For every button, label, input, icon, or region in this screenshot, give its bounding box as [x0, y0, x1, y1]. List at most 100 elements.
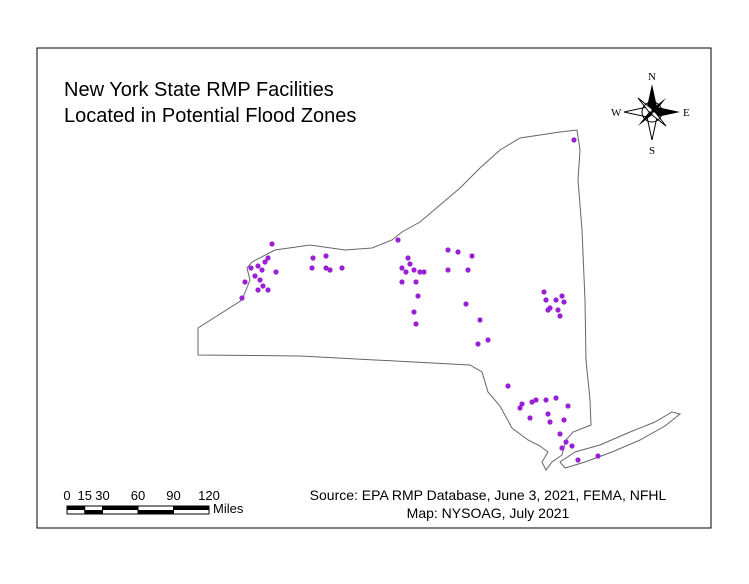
facility-point [533, 397, 539, 403]
scale-segment [138, 510, 174, 514]
facility-point [309, 265, 315, 271]
facility-point [265, 287, 271, 293]
facility-point [399, 279, 405, 285]
facility-point [519, 401, 525, 407]
facility-point [569, 443, 575, 449]
scale-label: 120 [198, 488, 220, 503]
facility-point [257, 277, 263, 283]
facility-point [413, 321, 419, 327]
facility-point [310, 255, 316, 261]
facility-point [561, 299, 567, 305]
scale-label: 0 [63, 488, 70, 503]
scale-segment [173, 510, 209, 514]
facility-point [327, 267, 333, 273]
facility-point [545, 307, 551, 313]
facility-point [559, 445, 565, 451]
facility-point [527, 415, 533, 421]
facility-point [265, 255, 271, 261]
facility-point [445, 267, 451, 273]
facility-point [545, 411, 551, 417]
facility-point [417, 269, 423, 275]
facility-point [413, 279, 419, 285]
source-note: Source: EPA RMP Database, June 3, 2021, … [310, 487, 667, 503]
compass-north: N [648, 71, 656, 83]
facility-point [477, 317, 483, 323]
facility-point [541, 289, 547, 295]
facility-point [571, 137, 577, 143]
facility-point [561, 417, 567, 423]
compass-east: E [683, 107, 690, 119]
facility-point [399, 265, 405, 271]
facility-point [485, 337, 491, 343]
facility-point [323, 253, 329, 259]
facility-point [563, 439, 569, 445]
scale-label: 60 [131, 488, 145, 503]
scale-outline [66, 505, 210, 515]
facility-point [517, 405, 523, 411]
facility-point [557, 313, 563, 319]
facility-point [260, 283, 266, 289]
scale-segment [173, 506, 209, 510]
scale-segment [67, 506, 85, 510]
scale-label: 30 [95, 488, 109, 503]
facility-point [403, 269, 409, 275]
facility-point [255, 263, 261, 269]
facility-point [469, 253, 475, 259]
facility-point [242, 279, 248, 285]
scale-segment [138, 506, 174, 510]
compass-rose: N S E W [611, 71, 690, 157]
facility-point [553, 297, 559, 303]
long-island [559, 411, 682, 469]
facility-point [565, 403, 571, 409]
facility-point [557, 431, 563, 437]
facility-point [575, 457, 581, 463]
facility-point [555, 307, 561, 313]
facility-point [252, 273, 258, 279]
scale-unit: Miles [213, 501, 244, 516]
scale-segment [84, 510, 103, 514]
facility-point [547, 419, 553, 425]
facility-point [559, 293, 565, 299]
facility-point [463, 301, 469, 307]
source-note: Map: NYSOAG, July 2021 [407, 505, 570, 521]
map-title: New York State RMP Facilities [64, 79, 334, 101]
facility-point [465, 267, 471, 273]
facility-point [553, 395, 559, 401]
scale-segment [67, 510, 85, 514]
facility-point [269, 241, 275, 247]
scale-segment [102, 506, 138, 510]
facility-point [248, 265, 254, 271]
facility-point [259, 267, 265, 273]
scale-segment [84, 506, 103, 510]
scale-label: 15 [78, 488, 92, 503]
compass-south: S [649, 145, 655, 157]
facility-point [395, 237, 401, 243]
facility-point [407, 261, 413, 267]
scale-segment [102, 510, 138, 514]
facility-point [505, 383, 511, 389]
facility-point [411, 267, 417, 273]
scale-label: 90 [166, 488, 180, 503]
facility-point [421, 269, 427, 275]
facility-point [455, 249, 461, 255]
facility-point [273, 269, 279, 275]
facility-point [255, 287, 261, 293]
compass-west: W [611, 107, 622, 119]
facility-point [445, 247, 451, 253]
facility-point [239, 295, 245, 301]
facility-point [595, 453, 601, 459]
facility-point [323, 265, 329, 271]
facility-point [543, 397, 549, 403]
facility-point [529, 399, 535, 405]
facility-point [405, 255, 411, 261]
facility-point [543, 297, 549, 303]
facility-point [411, 309, 417, 315]
facility-point [415, 293, 421, 299]
facility-point [475, 341, 481, 347]
state-outline [197, 129, 592, 471]
facility-points [239, 137, 601, 463]
map-title: Located in Potential Flood Zones [64, 105, 356, 127]
facility-point [339, 265, 345, 271]
